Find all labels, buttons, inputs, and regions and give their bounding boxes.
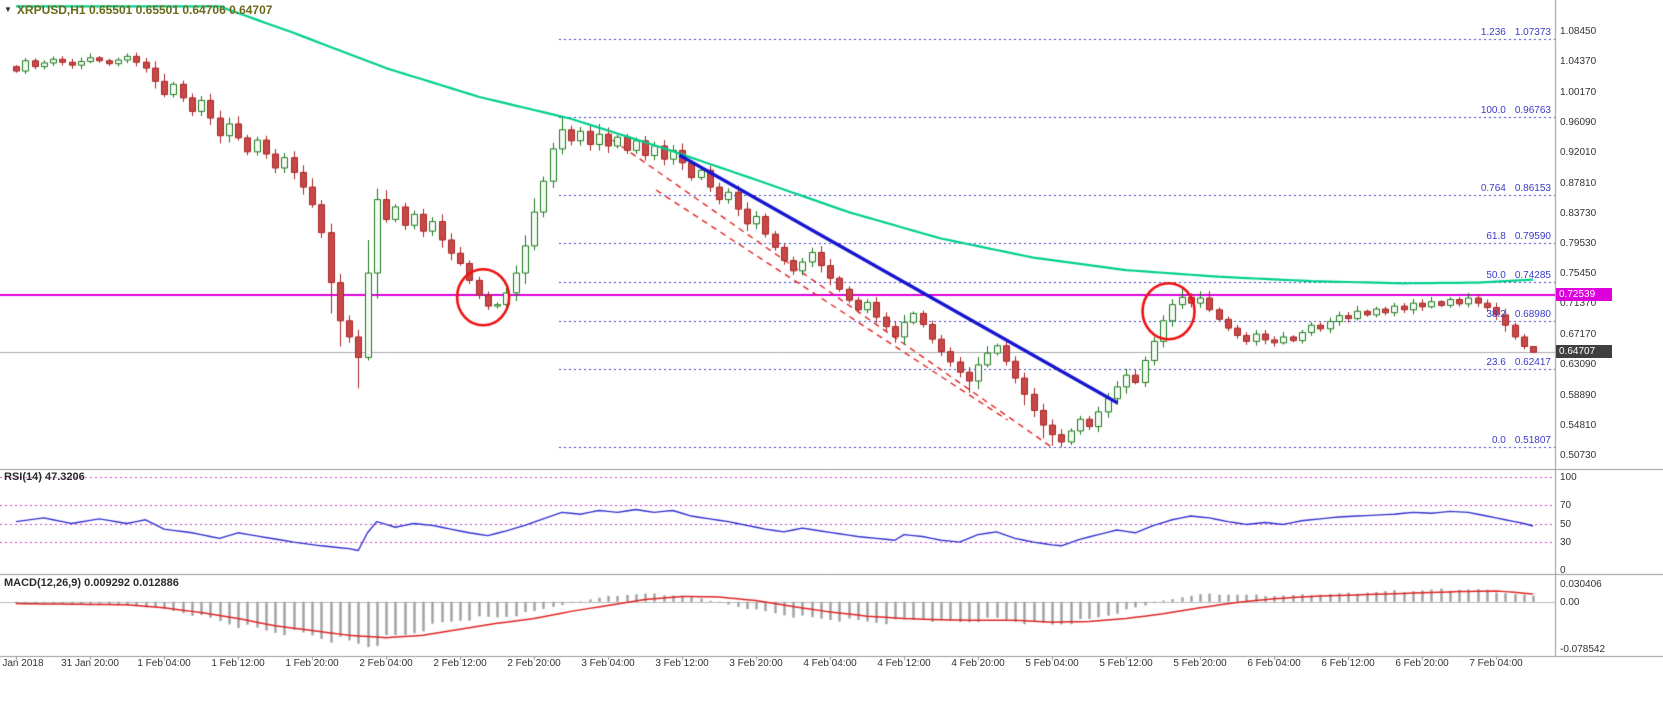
fib-level-label: 1.236 1.07373 (1480, 26, 1551, 38)
rsi-scale-label: 50 (1560, 518, 1572, 530)
time-axis-label: 3 Feb 12:00 (655, 658, 709, 669)
time-axis-label: 2 Feb 20:00 (507, 658, 561, 669)
time-axis-label: 1 Feb 20:00 (285, 658, 339, 669)
price-axis-label: 0.75450 (1560, 268, 1597, 280)
time-axis-label: 4 Feb 12:00 (877, 658, 931, 669)
price-axis-label: 0.58890 (1560, 390, 1597, 402)
fib-level-label: 61.8 0.79590 (1486, 231, 1551, 242)
resistance-price-tag: 0.72539 (1556, 287, 1612, 301)
price-axis-label: 1.04370 (1560, 55, 1597, 67)
macd-scale-label: 0.030406 (1560, 578, 1602, 590)
time-axis-label: 31 Jan 20:00 (61, 658, 119, 669)
price-axis-label: 0.87810 (1560, 177, 1597, 189)
price-axis-label: 1.00170 (1560, 86, 1597, 98)
price-axis-label: 0.83730 (1560, 207, 1597, 219)
symbol-info: ▼ XRPUSD,H1 0.65501 0.65501 0.64706 0.64… (4, 3, 272, 17)
rsi-scale-label: 100 (1560, 472, 1577, 483)
time-axis-label: 5 Feb 04:00 (1025, 658, 1079, 669)
macd-scale-label: -0.078542 (1560, 643, 1606, 655)
price-axis-label: 1.08450 (1560, 26, 1597, 37)
fib-level-label: 0.764 0.86153 (1480, 182, 1551, 194)
fib-level-label: 100.0 0.96763 (1480, 104, 1551, 116)
time-axis-label: 7 Feb 04:00 (1469, 658, 1523, 669)
fib-level-label: 38.2 0.68980 (1486, 308, 1551, 320)
fib-level-label: 50.0 0.74285 (1486, 269, 1551, 281)
price-axis-label: 0.96090 (1560, 116, 1597, 128)
price-axis-label: 0.50730 (1560, 450, 1597, 461)
time-axis-label: 3 Feb 20:00 (729, 658, 783, 669)
price-axis-label: 0.63090 (1560, 359, 1597, 371)
price-axis-label: 0.67170 (1560, 329, 1597, 341)
time-axis-label: 6 Feb 04:00 (1247, 658, 1301, 669)
time-axis-label: 5 Feb 12:00 (1099, 658, 1153, 669)
price-axis-label: 0.54810 (1560, 420, 1597, 432)
chart-dropdown-icon[interactable]: ▼ (4, 5, 12, 14)
time-axis-label: 4 Feb 04:00 (803, 658, 857, 669)
rsi-scale-label: 70 (1560, 499, 1572, 511)
rsi-scale-label: 30 (1560, 537, 1572, 549)
time-axis-label: 2 Feb 12:00 (433, 658, 487, 669)
time-axis-label: 5 Feb 20:00 (1173, 658, 1227, 669)
time-axis-label: 1 Feb 04:00 (137, 658, 191, 669)
time-axis-label: 2 Feb 04:00 (359, 658, 413, 669)
price-axis-label: 0.92010 (1560, 146, 1597, 158)
fib-level-label: 23.6 0.62417 (1486, 357, 1551, 369)
current-price-tag: 0.64707 (1556, 345, 1612, 359)
time-axis-label: 3 Feb 04:00 (581, 658, 635, 669)
time-axis-label: 6 Feb 12:00 (1321, 658, 1375, 669)
time-axis-label: 1 Feb 12:00 (211, 658, 265, 669)
rsi-scale-label: 0 (1560, 565, 1566, 576)
rsi-indicator-label: RSI(14) 47.3206 (4, 471, 85, 483)
time-axis-label: 4 Feb 20:00 (951, 658, 1005, 669)
fib-level-label: 0.0 0.51807 (1491, 435, 1551, 447)
macd-scale-label: 0.00 (1560, 596, 1580, 608)
time-axis-label: 6 Feb 20:00 (1395, 658, 1449, 669)
time-axis-label: 31 Jan 2018 (0, 658, 44, 669)
symbol-ohlc-label: XRPUSD,H1 0.65501 0.65501 0.64706 0.6470… (16, 3, 273, 17)
price-axis-label: 0.79530 (1560, 238, 1597, 250)
macd-indicator-label: MACD(12,26,9) 0.009292 0.012886 (4, 577, 179, 589)
price-axis-label: 0.71370 (1560, 298, 1597, 310)
